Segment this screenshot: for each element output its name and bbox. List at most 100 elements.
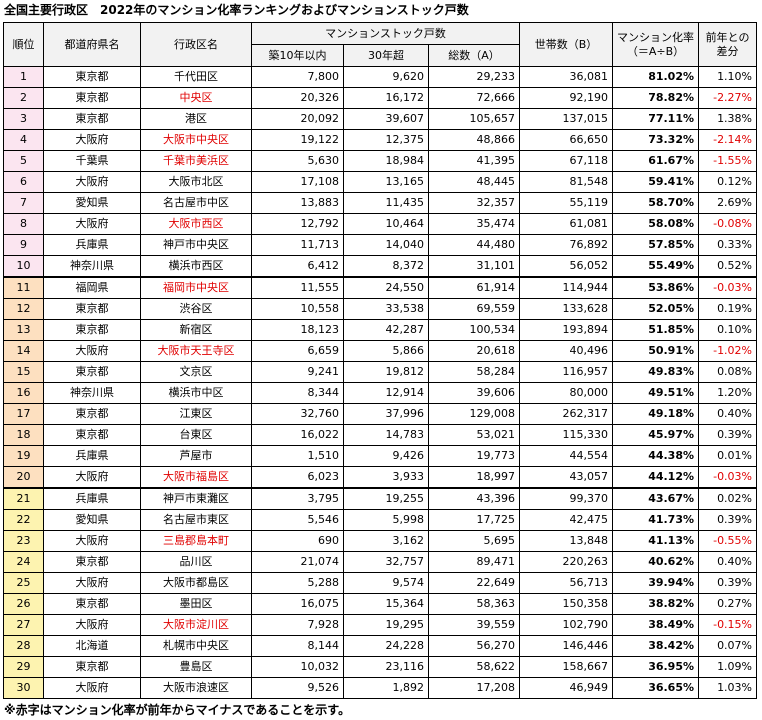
diff-cell: -0.08% <box>698 213 758 235</box>
households-cell: 262,317 <box>519 403 614 425</box>
prefecture-cell: 神奈川県 <box>43 255 141 278</box>
table-row: 18 東京都 台東区 16,022 14,783 53,021 115,330 45.97% 0… <box>3 424 758 446</box>
prefecture-cell: 東京都 <box>43 403 141 425</box>
total-cell: 105,657 <box>427 108 521 130</box>
city-cell: 大阪市都島区 <box>140 572 252 594</box>
total-cell: 72,666 <box>427 87 521 109</box>
rate-cell: 53.86% <box>612 276 700 299</box>
table-row: 16 神奈川県 横浜市中区 8,344 12,914 39,606 80,000 49.51%… <box>3 382 758 404</box>
rate-cell: 58.08% <box>612 213 700 235</box>
diff-cell: -0.15% <box>698 614 758 636</box>
rank-cell: 14 <box>3 340 44 362</box>
table-row: 6 大阪府 大阪市北区 17,108 13,165 48,445 81,548 59.41% 0… <box>3 171 758 193</box>
total-cell: 56,270 <box>427 635 521 657</box>
table-row: 21 兵庫県 神戸市東灘区 3,795 19,255 43,396 99,370 43.67%… <box>3 487 758 510</box>
diff-cell: -0.03% <box>698 466 758 489</box>
within10-cell: 18,123 <box>251 319 344 341</box>
within10-cell: 5,546 <box>251 509 344 531</box>
prefecture-cell: 愛知県 <box>43 509 141 531</box>
diff-cell: 0.40% <box>698 551 758 573</box>
table-row: 4 大阪府 大阪市中央区 19,122 12,375 48,866 66,650 73.32%… <box>3 129 758 151</box>
prefecture-cell: 東京都 <box>43 66 141 88</box>
prefecture-cell: 東京都 <box>43 551 141 573</box>
households-cell: 114,944 <box>519 276 614 299</box>
households-cell: 55,119 <box>519 192 614 214</box>
table-row: 26 東京都 墨田区 16,075 15,364 58,363 150,358 38.82% 0… <box>3 593 758 615</box>
table-row: 9 兵庫県 神戸市中央区 11,713 14,040 44,480 76,892 57.85%… <box>3 234 758 256</box>
diff-cell: -2.14% <box>698 129 758 151</box>
households-cell: 43,057 <box>519 466 614 489</box>
rank-cell: 29 <box>3 656 44 678</box>
rate-cell: 50.91% <box>612 340 700 362</box>
within10-cell: 5,630 <box>251 150 344 172</box>
table-row: 22 愛知県 名古屋市東区 5,546 5,998 17,725 42,475 41.73% 0… <box>3 509 758 531</box>
rank-cell: 27 <box>3 614 44 636</box>
households-cell: 92,190 <box>519 87 614 109</box>
table-row: 23 大阪府 三島郡島本町 690 3,162 5,695 13,848 41.13% -0.5… <box>3 530 758 552</box>
city-cell: 大阪市福島区 <box>140 466 252 489</box>
over30-cell: 1,892 <box>343 677 429 699</box>
table-row: 2 東京都 中央区 20,326 16,172 72,666 92,190 78.82% -2.… <box>3 87 758 109</box>
table-row: 29 東京都 豊島区 10,032 23,116 58,622 158,667 36.95% 1… <box>3 656 758 678</box>
diff-cell: 2.69% <box>698 192 758 214</box>
city-cell: 豊島区 <box>140 656 252 678</box>
within10-cell: 20,092 <box>251 108 344 130</box>
city-cell: 大阪市北区 <box>140 171 252 193</box>
diff-cell: 0.27% <box>698 593 758 615</box>
diff-cell: 0.02% <box>698 487 758 510</box>
over30-cell: 33,538 <box>343 298 429 320</box>
city-cell: 大阪市中央区 <box>140 129 252 151</box>
total-cell: 58,622 <box>427 656 521 678</box>
households-cell: 44,554 <box>519 445 614 467</box>
households-cell: 150,358 <box>519 593 614 615</box>
city-cell: 三島郡島本町 <box>140 530 252 552</box>
rank-cell: 12 <box>3 298 44 320</box>
rank-cell: 15 <box>3 361 44 383</box>
diff-cell: 1.03% <box>698 677 758 699</box>
rate-cell: 38.49% <box>612 614 700 636</box>
rate-cell: 38.42% <box>612 635 700 657</box>
header-stock-group: マンションストック戸数 <box>250 22 521 45</box>
over30-cell: 12,914 <box>343 382 429 404</box>
header-rank: 順位 <box>3 22 44 67</box>
households-cell: 116,957 <box>519 361 614 383</box>
rank-cell: 19 <box>3 445 44 467</box>
within10-cell: 10,032 <box>251 656 344 678</box>
prefecture-cell: 神奈川県 <box>43 382 141 404</box>
diff-cell: 1.38% <box>698 108 758 130</box>
city-cell: 台東区 <box>140 424 252 446</box>
households-cell: 42,475 <box>519 509 614 531</box>
prefecture-cell: 大阪府 <box>43 213 141 235</box>
within10-cell: 16,022 <box>251 424 344 446</box>
city-cell: 千葉市美浜区 <box>140 150 252 172</box>
over30-cell: 3,162 <box>343 530 429 552</box>
rank-cell: 2 <box>3 87 44 109</box>
over30-cell: 14,783 <box>343 424 429 446</box>
within10-cell: 5,288 <box>251 572 344 594</box>
households-cell: 99,370 <box>519 487 614 510</box>
within10-cell: 9,526 <box>251 677 344 699</box>
rate-cell: 44.38% <box>612 445 700 467</box>
diff-cell: 0.39% <box>698 572 758 594</box>
table-row: 10 神奈川県 横浜市西区 6,412 8,372 31,101 56,052 55.49% 0… <box>3 255 758 278</box>
table-row: 17 東京都 江東区 32,760 37,996 129,008 262,317 49.18%… <box>3 403 758 425</box>
city-cell: 神戸市中央区 <box>140 234 252 256</box>
rank-cell: 30 <box>3 677 44 699</box>
total-cell: 89,471 <box>427 551 521 573</box>
city-cell: 横浜市西区 <box>140 255 252 278</box>
prefecture-cell: 大阪府 <box>43 171 141 193</box>
rate-cell: 81.02% <box>612 66 700 88</box>
households-cell: 66,650 <box>519 129 614 151</box>
city-cell: 品川区 <box>140 551 252 573</box>
city-cell: 中央区 <box>140 87 252 109</box>
over30-cell: 23,116 <box>343 656 429 678</box>
table-row: 25 大阪府 大阪市都島区 5,288 9,574 22,649 56,713 39.94% 0… <box>3 572 758 594</box>
over30-cell: 9,620 <box>343 66 429 88</box>
city-cell: 墨田区 <box>140 593 252 615</box>
city-cell: 札幌市中央区 <box>140 635 252 657</box>
prefecture-cell: 大阪府 <box>43 530 141 552</box>
total-cell: 18,997 <box>427 466 521 489</box>
diff-cell: 0.39% <box>698 424 758 446</box>
over30-cell: 19,255 <box>343 487 429 510</box>
header-prefecture: 都道府県名 <box>43 22 141 67</box>
